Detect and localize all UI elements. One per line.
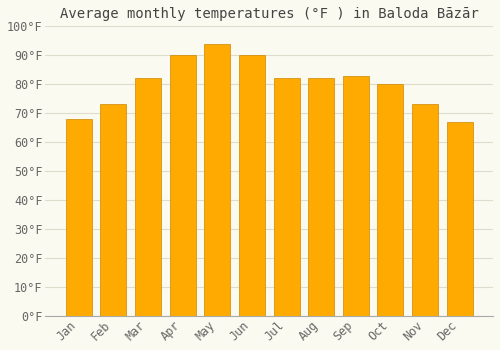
Bar [204,44,230,316]
Bar [308,78,334,316]
Bar [274,78,299,316]
Bar [66,119,92,316]
Bar [100,105,126,316]
Bar [343,76,369,316]
Bar [239,55,265,316]
Bar [412,105,438,316]
Bar [135,78,161,316]
Title: Average monthly temperatures (°F ) in Baloda Bāzār: Average monthly temperatures (°F ) in Ba… [60,7,478,21]
Bar [170,55,196,316]
Bar [446,122,472,316]
Bar [378,84,404,316]
